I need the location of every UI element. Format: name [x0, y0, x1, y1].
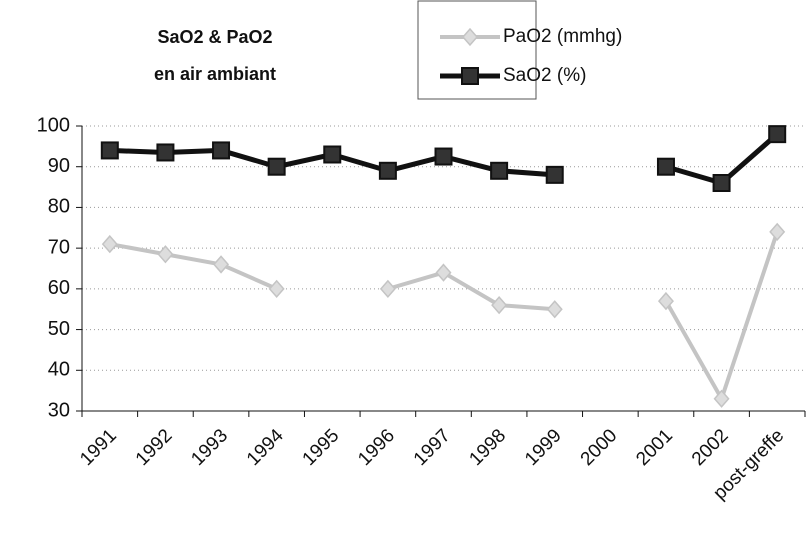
square-marker: [656, 157, 675, 176]
square-marker: [100, 141, 119, 160]
diamond-marker: [268, 279, 285, 298]
x-tick-label: 2002: [688, 425, 733, 470]
square-marker: [434, 147, 453, 166]
x-tick-label: 1991: [76, 425, 121, 470]
square-marker: [712, 174, 731, 192]
y-tick-label: 30: [48, 399, 70, 421]
chart-title: SaO2 & PaO2: [157, 27, 272, 47]
y-tick-label: 100: [37, 114, 70, 136]
square-marker: [545, 165, 564, 184]
diamond-marker: [435, 263, 452, 282]
diamond-marker: [101, 234, 118, 254]
square-marker: [267, 157, 286, 176]
y-tick-label: 60: [48, 277, 70, 299]
y-tick-label: 80: [48, 196, 70, 218]
diamond-marker: [657, 291, 674, 311]
x-tick-label: 1995: [299, 425, 344, 470]
x-tick-label: 1998: [465, 425, 510, 470]
diamond-marker: [546, 300, 563, 319]
square-marker: [323, 145, 342, 164]
x-tick-label: 2000: [577, 425, 622, 470]
x-tick-label: 1997: [410, 425, 455, 470]
diamond-marker: [157, 245, 174, 264]
diamond-marker: [379, 279, 396, 298]
square-marker: [156, 143, 175, 162]
y-tick-label: 90: [48, 155, 70, 177]
square-marker: [212, 141, 231, 160]
x-tick-label: 2001: [632, 425, 677, 470]
chart-subtitle: en air ambiant: [154, 64, 276, 84]
y-tick-label: 50: [48, 318, 70, 340]
diamond-marker: [213, 255, 230, 274]
x-tick-label: 1992: [132, 425, 177, 470]
x-tick-label: 1994: [243, 425, 288, 470]
legend-marker: [461, 67, 479, 85]
diamond-marker: [491, 296, 508, 315]
diamond-marker: [713, 389, 730, 408]
y-tick-label: 40: [48, 359, 70, 381]
legend-label: PaO2 (mmhg): [503, 26, 622, 47]
square-marker: [378, 161, 397, 180]
legend-marker: [462, 27, 478, 47]
square-marker: [490, 161, 509, 180]
legend-label: SaO2 (%): [503, 65, 586, 86]
series-line: [109, 231, 780, 401]
x-tick-label: 1999: [521, 425, 566, 470]
diamond-marker: [769, 222, 786, 241]
y-tick-label: 70: [48, 236, 70, 258]
x-tick-label: 1993: [187, 425, 232, 470]
x-tick-label: 1996: [354, 425, 399, 470]
square-marker: [768, 125, 787, 144]
